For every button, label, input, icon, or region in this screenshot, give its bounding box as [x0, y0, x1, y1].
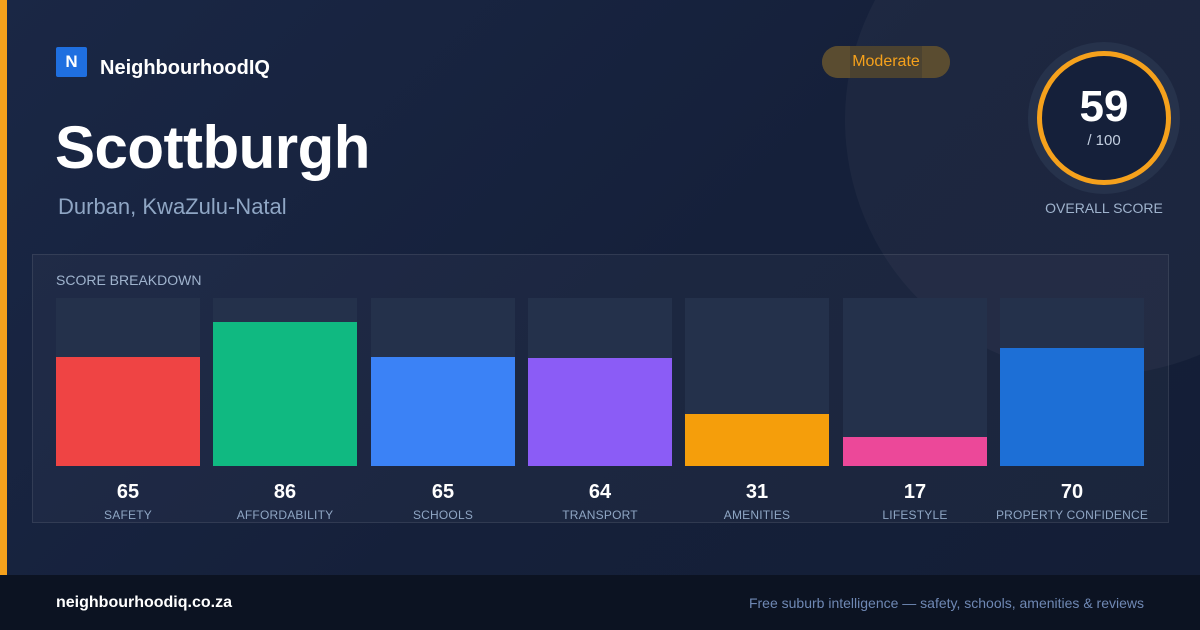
- bar-label: PROPERTY CONFIDENCE: [995, 508, 1149, 522]
- bar-fill: [528, 358, 672, 466]
- score-bar-schools: 65 SCHOOLS: [371, 298, 515, 526]
- bar-fill: [213, 322, 357, 466]
- bar-value: 65: [116, 481, 140, 503]
- bar-value: 31: [745, 481, 769, 503]
- footer: [0, 575, 1200, 630]
- bar-track: [528, 298, 672, 466]
- bar-fill: [1000, 348, 1144, 466]
- score-breakdown-title: SCORE BREAKDOWN: [56, 272, 202, 288]
- rating-badge: Moderate: [822, 46, 950, 78]
- bar-label: TRANSPORT: [562, 508, 638, 522]
- overall-score-label: OVERALL SCORE: [1045, 200, 1163, 216]
- bar-track: [843, 298, 987, 466]
- bar-label: LIFESTYLE: [882, 508, 948, 522]
- share-card: [0, 0, 1200, 575]
- bar-label: AMENITIES: [723, 508, 791, 522]
- score-ring: [1037, 51, 1171, 185]
- bar-track: [371, 298, 515, 466]
- bar-value: 70: [1060, 481, 1084, 503]
- bar-label: AFFORDABILITY: [236, 508, 334, 522]
- footer-tagline: Free suburb intelligence — safety, schoo…: [748, 595, 1144, 611]
- bar-value: 65: [431, 481, 455, 503]
- overall-score-value: 59: [1079, 82, 1129, 131]
- overall-score-max: / 100: [1087, 132, 1121, 149]
- score-breakdown-panel: [32, 254, 1169, 523]
- score-bar-lifestyle: 17 LIFESTYLE: [843, 298, 987, 526]
- rating-badge-label: Moderate: [852, 53, 920, 70]
- bar-fill: [56, 357, 200, 466]
- bar-value: 86: [273, 481, 297, 503]
- bar-value: 64: [588, 481, 612, 503]
- bar-label: SCHOOLS: [412, 508, 474, 522]
- suburb-location: Durban, KwaZulu-Natal: [58, 194, 287, 219]
- score-bar-property-confidence: 70 PROPERTY CONFIDENCE: [996, 298, 1148, 526]
- bar-label: SAFETY: [104, 508, 152, 522]
- footer-url: neighbourhoodiq.co.za: [56, 594, 232, 611]
- score-bar-affordability: 86 AFFORDABILITY: [213, 298, 357, 526]
- bar-track: [1000, 298, 1144, 466]
- score-bar-transport: 64 TRANSPORT: [528, 298, 672, 526]
- bar-fill: [371, 357, 515, 466]
- bar-fill: [843, 437, 987, 466]
- logo-icon: N: [56, 47, 87, 77]
- bar-track: [213, 298, 357, 466]
- accent-bar: [0, 0, 7, 575]
- score-bar-safety: 65 SAFETY: [56, 298, 200, 526]
- bar-track: [685, 298, 829, 466]
- bar-value: 17: [903, 481, 927, 503]
- suburb-title: Scottburgh: [55, 114, 370, 181]
- score-bar-amenities: 31 AMENITIES: [685, 298, 829, 526]
- brand-name: NeighbourhoodIQ: [100, 57, 270, 79]
- bar-fill: [685, 414, 829, 466]
- bar-track: [56, 298, 200, 466]
